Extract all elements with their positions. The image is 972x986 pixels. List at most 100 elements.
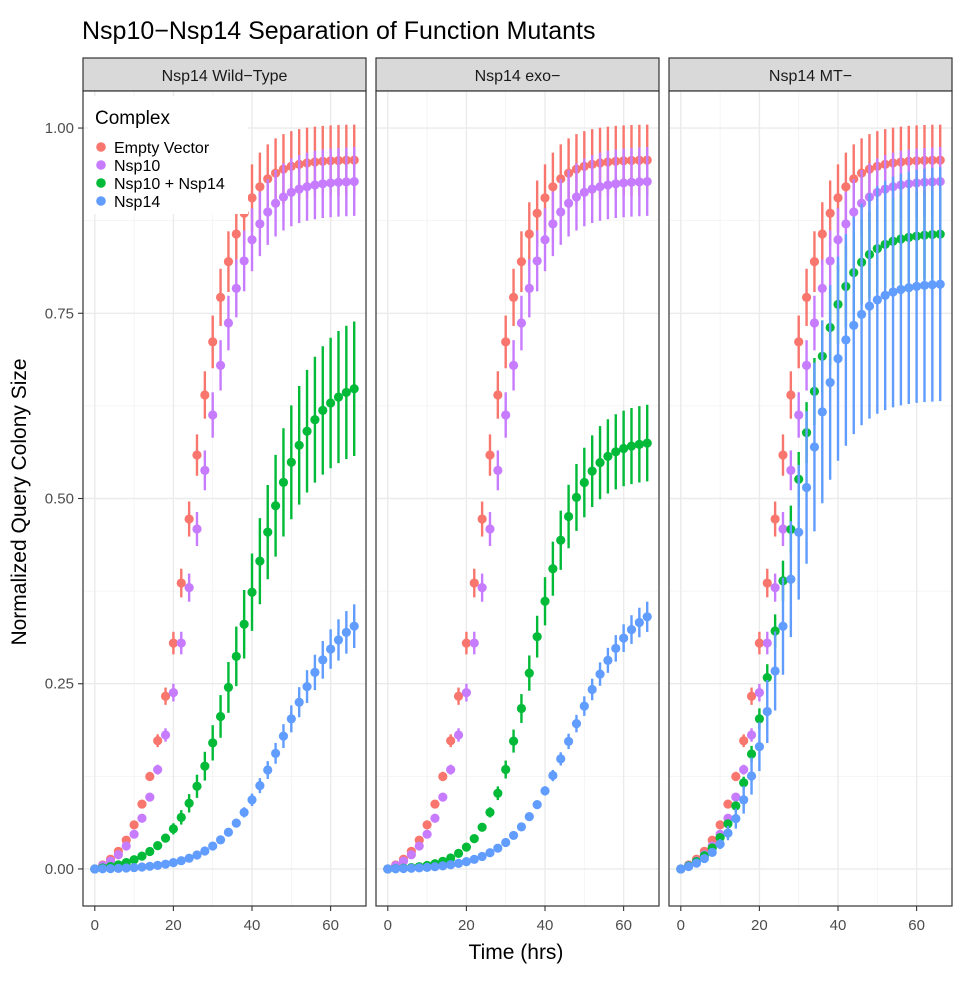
data-point	[184, 514, 194, 524]
data-point	[754, 688, 765, 698]
data-point	[145, 846, 155, 857]
data-point	[739, 795, 749, 805]
data-point	[294, 440, 304, 450]
x-tick-label: 40	[537, 917, 554, 934]
data-point	[849, 174, 859, 184]
data-point	[485, 848, 495, 858]
data-point	[778, 621, 788, 631]
data-point	[841, 182, 851, 192]
data-point	[833, 193, 843, 203]
data-point	[841, 219, 851, 229]
data-point	[715, 832, 725, 843]
series-nsp14	[676, 167, 945, 874]
data-point	[160, 691, 171, 701]
data-point	[176, 856, 186, 866]
data-point	[168, 858, 179, 868]
data-point	[540, 596, 550, 606]
data-point	[739, 778, 749, 788]
x-tick-label: 20	[751, 917, 768, 934]
data-point	[595, 458, 605, 468]
data-point	[326, 178, 336, 188]
data-point	[770, 514, 780, 524]
data-point	[208, 738, 218, 748]
data-point	[603, 451, 613, 461]
data-point	[294, 184, 304, 194]
data-point	[739, 765, 749, 775]
data-point	[731, 792, 741, 802]
data-point	[239, 256, 249, 266]
data-point	[160, 833, 171, 843]
data-point	[571, 492, 582, 503]
data-point	[129, 855, 139, 865]
data-point	[192, 524, 202, 534]
data-point	[137, 799, 147, 809]
data-point	[723, 828, 733, 838]
data-point	[611, 447, 621, 457]
data-point	[215, 835, 226, 845]
data-point	[508, 360, 519, 370]
data-point	[333, 635, 344, 645]
y-axis-label: Normalized Query Colony Size	[8, 358, 31, 645]
data-point	[912, 281, 922, 291]
data-point	[841, 335, 851, 345]
data-point	[215, 360, 226, 370]
data-point	[508, 736, 519, 746]
data-point	[469, 638, 479, 648]
data-point	[619, 178, 629, 188]
x-tick-label: 0	[91, 917, 99, 934]
data-point	[739, 736, 749, 746]
data-point	[548, 564, 558, 574]
data-point	[731, 801, 741, 811]
data-point	[849, 207, 859, 217]
data-point	[587, 466, 597, 476]
data-point	[192, 450, 202, 460]
data-point	[684, 861, 694, 872]
panel-strip-label: Nsp14 MT−	[769, 68, 852, 85]
data-point	[919, 280, 930, 291]
data-point	[746, 691, 757, 701]
data-point	[145, 792, 155, 802]
data-point	[200, 846, 210, 856]
legend-background	[88, 96, 248, 214]
data-point	[200, 465, 210, 475]
data-point	[493, 788, 503, 798]
data-point	[485, 450, 495, 460]
data-point	[571, 718, 582, 729]
data-point	[184, 798, 194, 808]
data-point	[731, 771, 741, 782]
data-point	[129, 829, 139, 839]
data-point	[501, 837, 511, 848]
x-tick-label: 60	[322, 917, 339, 934]
data-point	[255, 556, 265, 566]
data-point	[247, 193, 257, 203]
data-point	[762, 672, 772, 683]
x-tick-label: 60	[908, 917, 925, 934]
data-point	[318, 179, 328, 189]
data-point	[556, 535, 566, 545]
data-point	[642, 438, 652, 448]
data-point	[540, 193, 550, 203]
data-point	[786, 390, 796, 400]
data-point	[762, 706, 772, 717]
data-point	[318, 405, 328, 415]
data-point	[849, 320, 859, 331]
data-point	[864, 301, 875, 311]
data-point	[446, 765, 456, 775]
data-point	[286, 457, 296, 467]
data-point	[723, 819, 733, 829]
data-point	[231, 283, 241, 293]
y-tick-label: 0.25	[45, 676, 74, 693]
data-point	[168, 824, 179, 834]
data-point	[446, 853, 456, 863]
data-point	[430, 813, 440, 823]
data-point	[192, 781, 202, 791]
data-point	[817, 283, 827, 293]
data-point	[516, 257, 527, 267]
x-tick-label: 0	[384, 917, 392, 934]
panel-2: Nsp14 exo− 0 20 40 60	[375, 57, 660, 934]
data-point	[469, 854, 479, 864]
data-point	[200, 761, 210, 771]
data-point	[746, 730, 757, 740]
data-point	[532, 208, 542, 218]
data-point	[715, 839, 725, 849]
